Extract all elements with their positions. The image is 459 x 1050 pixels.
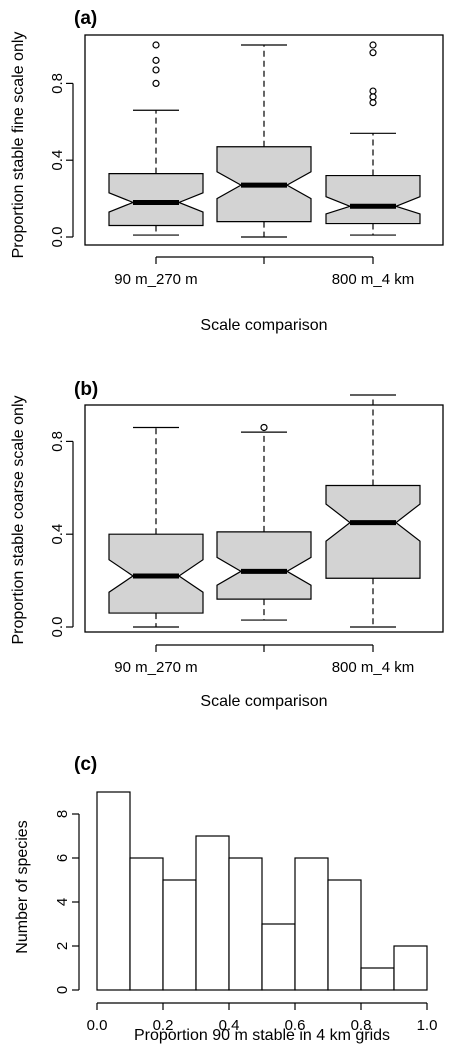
panel-a-frame — [84, 34, 444, 246]
histogram-bar — [195, 835, 230, 991]
panel-b-y-axis: 0.0 0.4 0.8 — [49, 431, 74, 638]
a-outlier-point — [152, 66, 160, 74]
b-y-tick-label: 0.4 — [49, 524, 66, 545]
b-outlier-point — [260, 423, 268, 432]
c-x-tick-label: 0.0 — [87, 1017, 108, 1034]
a-outlier-point — [152, 79, 160, 88]
panel-b-frame — [84, 404, 444, 633]
b-y-tick-label: 0.0 — [49, 617, 66, 638]
histogram-bar — [393, 945, 428, 991]
c-x-tick-label: 0.2 — [153, 1017, 174, 1034]
c-y-tick-label: 4 — [54, 898, 71, 906]
a-y-tick-label: 0.0 — [49, 227, 66, 248]
b-y-tick-label: 0.8 — [49, 431, 66, 452]
panel-c-histogram: (c) 0 2 4 6 8 0.0 0.2 0.4 0.6 0.8 1.0 Number of s… — [14, 754, 437, 1044]
histogram-bar — [96, 791, 131, 991]
histogram-bar — [228, 857, 263, 991]
b-x-tick-label: 90 m_270 m — [114, 659, 197, 676]
panel-a-boxplot: (a) 0.0 0.4 0.8 90 m_270 m 800 m_4 km Propo… — [10, 8, 444, 334]
a-box-body — [325, 174, 421, 225]
histogram-bar — [162, 879, 197, 991]
panel-c-y-axis-label: Number of species — [14, 820, 31, 953]
a-x-tick-label: 90 m_270 m — [114, 271, 197, 288]
panel-a-label: (a) — [74, 8, 97, 29]
a-outlier-point — [152, 56, 160, 64]
b-box-3 — [325, 394, 421, 628]
b-box-body — [216, 531, 312, 600]
a-outlier-point — [152, 41, 160, 49]
c-y-tick-label: 8 — [54, 810, 71, 818]
histogram-bar — [294, 857, 329, 991]
a-outlier-point — [369, 98, 377, 107]
panel-a-x-axis: 90 m_270 m 800 m_4 km — [114, 256, 415, 288]
panel-b-x-axis-label: Scale comparison — [200, 693, 327, 710]
panel-c-label: (c) — [74, 754, 97, 775]
a-outlier-point — [369, 93, 377, 101]
c-x-tick-label: 0.6 — [285, 1017, 306, 1034]
c-y-tick-label: 6 — [54, 854, 71, 862]
panel-b-x-axis: 90 m_270 m 800 m_4 km — [114, 644, 415, 676]
a-box-body — [108, 173, 204, 227]
c-y-tick-label: 0 — [54, 986, 71, 994]
c-y-tick-label: 2 — [54, 942, 71, 950]
c-x-tick-label: 1.0 — [417, 1017, 438, 1034]
panel-b-boxes — [108, 394, 421, 628]
histogram-bar — [360, 967, 395, 991]
histogram-bar — [129, 857, 164, 991]
a-outlier-point — [369, 49, 377, 57]
a-box-2 — [216, 44, 312, 238]
a-box-1 — [108, 41, 204, 236]
panel-a-boxes — [108, 41, 421, 238]
panel-c-x-axis-label: Proportion 90 m stable in 4 km grids — [134, 1027, 390, 1044]
panel-a-y-axis: 0.0 0.4 0.8 — [49, 73, 74, 248]
panel-b-y-axis-label: Proportion stable coarse scale only — [10, 395, 27, 644]
c-x-tick-label: 0.8 — [351, 1017, 372, 1034]
a-box-3 — [325, 41, 421, 236]
b-box-2 — [216, 423, 312, 621]
panel-a-x-axis-label: Scale comparison — [200, 317, 327, 334]
panel-b-boxplot: (b) 0.0 0.4 0.8 90 m_270 m 800 m_4 km Propo… — [10, 379, 444, 710]
b-box-body — [325, 484, 421, 579]
a-outlier-point — [369, 41, 377, 49]
panel-a-y-axis-label: Proportion stable fine scale only — [10, 32, 27, 259]
panel-c-x-axis: 0.0 0.2 0.4 0.6 0.8 1.0 — [87, 1002, 438, 1034]
panel-c-bars — [96, 791, 428, 991]
histogram-bar — [261, 923, 296, 991]
a-outlier-point — [369, 87, 377, 95]
a-y-tick-label: 0.8 — [49, 73, 66, 94]
b-x-tick-label: 800 m_4 km — [332, 659, 415, 676]
a-x-tick-label: 800 m_4 km — [332, 271, 415, 288]
a-y-tick-label: 0.4 — [49, 150, 66, 171]
b-box-1 — [108, 426, 204, 628]
histogram-bar — [327, 879, 362, 991]
panel-b-label: (b) — [74, 379, 98, 400]
panel-c-y-axis: 0 2 4 6 8 — [54, 810, 80, 994]
c-x-tick-label: 0.4 — [219, 1017, 240, 1034]
